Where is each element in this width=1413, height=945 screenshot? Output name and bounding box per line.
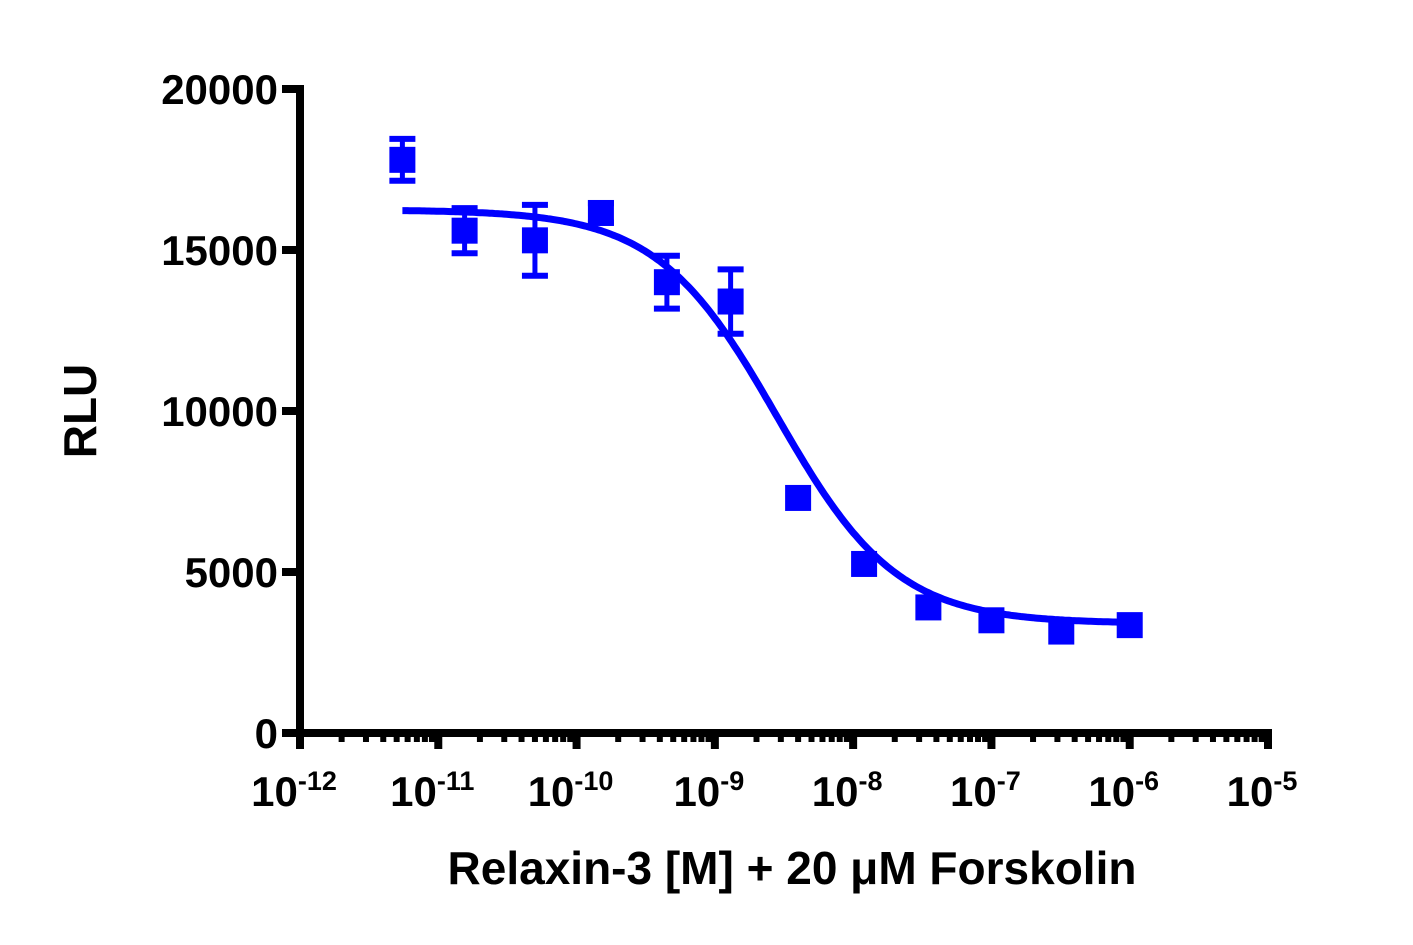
square-marker <box>978 607 1005 634</box>
square-marker <box>785 484 812 511</box>
y-tick-label: 20000 <box>161 66 278 113</box>
x-axis: 10-12 10-11 10-10 10-9 10-8 10-7 10-6 10-5 <box>251 729 1298 815</box>
y-tick-label: 0 <box>255 710 278 757</box>
y-tick-label: 10000 <box>161 388 278 435</box>
x-tick-label: 10-10 <box>528 766 614 815</box>
data-point <box>915 594 942 621</box>
data-point <box>978 607 1005 634</box>
square-marker <box>521 227 548 254</box>
square-marker <box>717 288 744 315</box>
fit-curve <box>402 207 1130 626</box>
square-marker <box>587 199 614 226</box>
data-point <box>653 252 680 312</box>
x-tick-label: 10-6 <box>1088 766 1159 815</box>
y-axis-title: RLU <box>54 364 106 459</box>
data-point <box>851 550 878 577</box>
y-axis: 0 5000 10000 15000 20000 <box>161 66 304 757</box>
x-axis-title: Relaxin-3 [M] + 20 μM Forskolin <box>448 842 1137 894</box>
x-tick-label: 10-5 <box>1227 766 1298 815</box>
square-marker <box>851 550 878 577</box>
data-points <box>389 135 1143 645</box>
data-point <box>389 135 416 184</box>
x-tick-label: 10-11 <box>390 766 474 815</box>
square-marker <box>1116 612 1143 639</box>
y-tick-label: 5000 <box>185 549 278 596</box>
data-point <box>1116 612 1143 639</box>
square-marker <box>389 146 416 173</box>
square-marker <box>451 217 478 244</box>
x-tick-label: 10-8 <box>812 766 883 815</box>
x-tick-label: 10-12 <box>251 766 337 815</box>
data-point <box>785 484 812 511</box>
data-point <box>451 205 478 257</box>
data-point <box>587 199 614 226</box>
square-marker <box>653 269 680 296</box>
data-point <box>1048 618 1075 645</box>
data-point <box>521 201 548 279</box>
square-marker <box>1048 618 1075 645</box>
square-marker <box>915 594 942 621</box>
x-tick-label: 10-9 <box>673 766 744 815</box>
data-point <box>717 266 744 337</box>
y-tick-label: 15000 <box>161 227 278 274</box>
x-tick-label: 10-7 <box>950 766 1021 815</box>
